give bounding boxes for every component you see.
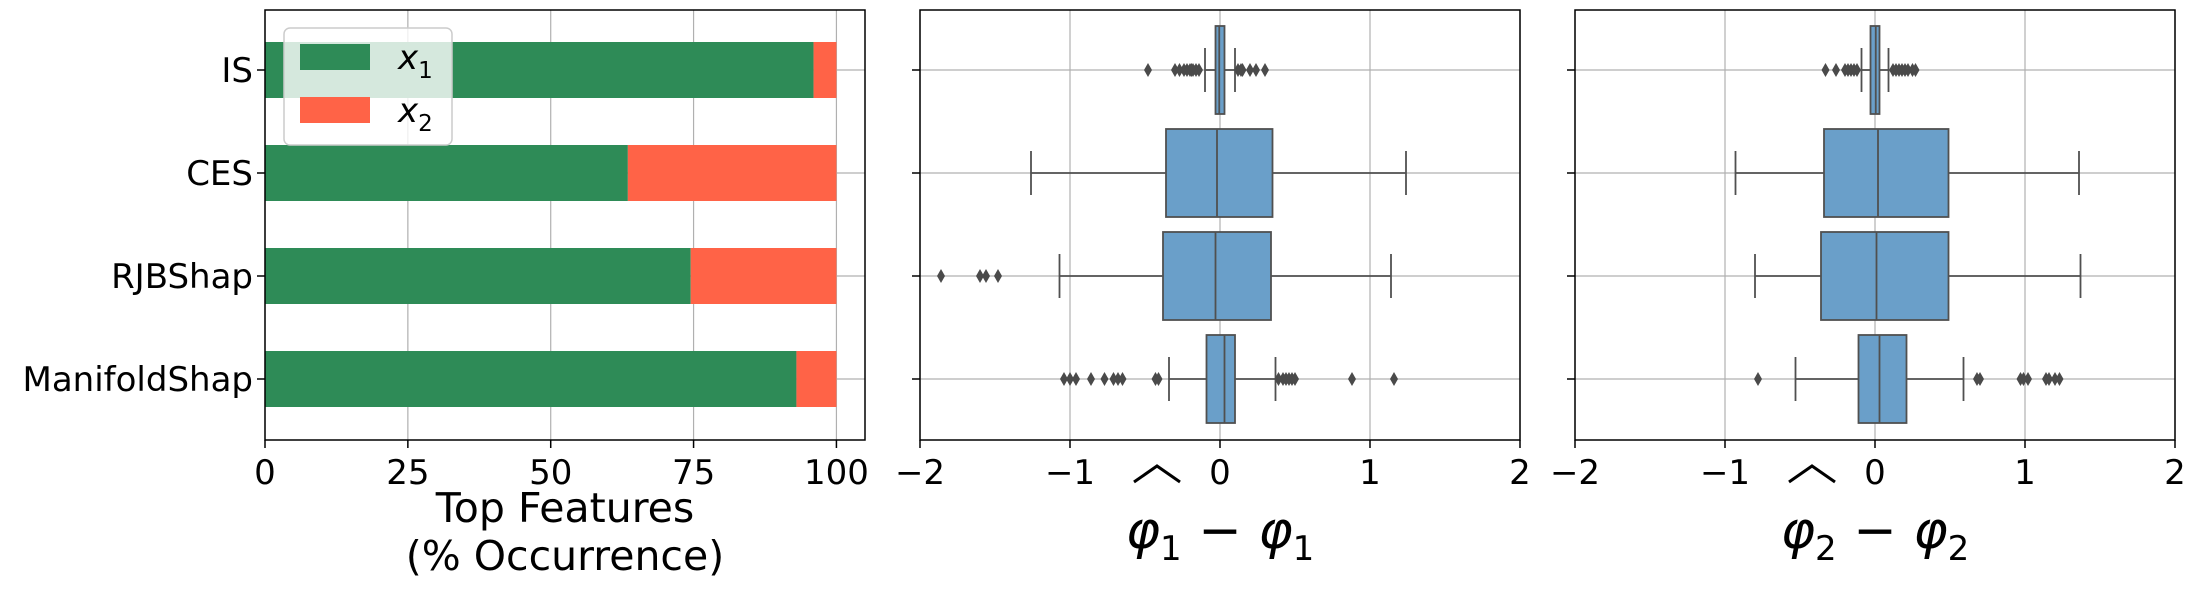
x-tick-label: 2 [2164, 453, 2186, 493]
outlier-manifoldshap [1109, 372, 1118, 386]
x-tick-label: 75 [672, 453, 715, 493]
y-tick-label-is: IS [221, 51, 253, 91]
bar-ces-x1 [265, 145, 628, 201]
y-tick-label-manifoldshap: ManifoldShap [22, 360, 253, 400]
x-tick-label: 100 [804, 453, 869, 493]
y-tick-label-rjbshap: RJBShap [111, 257, 253, 297]
phi2-x-ticks: −2 −1 0 1 2 [1550, 440, 2186, 493]
outlier-manifoldshap [1072, 372, 1080, 386]
outlier-is [1171, 63, 1179, 77]
x-tick-label: −2 [895, 453, 945, 493]
outlier-manifoldshap [1087, 372, 1095, 386]
bar-panel-bars [265, 42, 837, 407]
outlier-is [1246, 63, 1254, 77]
outlier-manifoldshap [2019, 372, 2028, 386]
box-manifoldshap [1205, 334, 1236, 424]
x-tick-label: 50 [529, 453, 572, 493]
x-tick-label: 0 [1864, 453, 1886, 493]
box-rjbshap [1162, 231, 1272, 321]
outlier-rjbshap [937, 269, 945, 283]
outlier-manifoldshap [1348, 372, 1356, 386]
x-tick-label: −1 [1045, 453, 1095, 493]
bar-manifoldshap-x1 [265, 351, 797, 407]
phi1-boxes [937, 25, 1407, 424]
outlier-rjbshap [994, 269, 1002, 283]
x-tick-label: −2 [1550, 453, 1600, 493]
outlier-manifoldshap [1154, 372, 1163, 386]
phi2-hat-accent [1788, 464, 1836, 484]
outlier-manifoldshap [1291, 372, 1299, 386]
outlier-manifoldshap [1976, 372, 1984, 386]
bar-rjbshap-x1 [265, 248, 691, 304]
x-tick-label: 0 [1209, 453, 1231, 493]
outlier-manifoldshap [2051, 372, 2059, 386]
phi1-x-ticks: −2 −1 0 1 2 [895, 440, 1531, 493]
legend-swatch-x1 [300, 44, 370, 70]
outlier-manifoldshap [1390, 372, 1398, 386]
legend-label-x2: x2 [397, 91, 433, 137]
box-panel-phi2: −2 −1 0 1 2 φ2 − φ2 [1550, 9, 2186, 569]
phi2-y-ticks [1567, 69, 1575, 380]
phi2-xlabel: φ2 − φ2 [1781, 501, 1970, 569]
bar-is-x2 [813, 42, 837, 98]
box-manifoldshap [1857, 334, 1908, 424]
x-tick-label: −1 [1700, 453, 1750, 493]
y-tick-label-ces: CES [186, 154, 253, 194]
outlier-manifoldshap [1118, 372, 1127, 386]
outlier-is [1261, 63, 1269, 77]
outlier-manifoldshap [2024, 372, 2032, 386]
outlier-is [1144, 63, 1152, 77]
phi1-hat-accent [1133, 464, 1181, 484]
bar-panel-xlabel-line2: (% Occurrence) [406, 532, 724, 580]
box-ces [1165, 128, 1274, 218]
outlier-rjbshap [982, 269, 990, 283]
bar-ces-x2 [627, 145, 837, 201]
x-tick-label: 0 [254, 453, 276, 493]
bar-rjbshap-x2 [690, 248, 837, 304]
x-tick-label: 1 [2014, 453, 2036, 493]
phi1-xlabel: φ1 − φ1 [1126, 501, 1315, 569]
box-rjbshap [1820, 231, 1950, 321]
outlier-manifoldshap [1114, 372, 1122, 386]
x-tick-label: 25 [386, 453, 429, 493]
outlier-is [1238, 63, 1247, 77]
outlier-manifoldshap [1100, 372, 1109, 386]
bar-panel: IS CES RJBShap ManifoldShap 0 25 50 75 100 Top … [22, 9, 869, 580]
legend-swatch-x2 [300, 97, 370, 123]
outlier-rjbshap [976, 269, 984, 283]
x-tick-label: 2 [1509, 453, 1531, 493]
outlier-is [1904, 63, 1912, 77]
legend: x1 x2 [283, 27, 453, 146]
box-ces [1823, 128, 1950, 218]
outlier-is [1821, 63, 1830, 77]
outlier-manifoldshap [2045, 372, 2053, 386]
outlier-manifoldshap [1274, 372, 1283, 386]
bar-panel-x-ticks: 0 25 50 75 100 [254, 440, 869, 493]
bar-manifoldshap-x2 [796, 351, 837, 407]
bar-panel-y-ticks: IS CES RJBShap ManifoldShap [22, 51, 265, 400]
legend-label-x1: x1 [397, 38, 433, 84]
x-tick-label: 1 [1359, 453, 1381, 493]
outlier-manifoldshap [2055, 372, 2064, 386]
box-panel-phi1: −2 −1 0 1 2 φ1 − φ1 [895, 9, 1531, 569]
outlier-manifoldshap [1754, 372, 1762, 386]
outlier-is [1832, 63, 1840, 77]
outlier-is [1853, 63, 1861, 77]
outlier-manifoldshap [1066, 372, 1074, 386]
outlier-is [1252, 63, 1260, 77]
outlier-is [1911, 63, 1920, 77]
outlier-is [1175, 63, 1184, 77]
phi1-y-ticks [912, 69, 920, 380]
phi2-boxes [1734, 25, 2082, 424]
bar-panel-frame [264, 9, 866, 441]
bar-panel-xlabel-line1: Top Features [435, 484, 695, 532]
outlier-is [1195, 63, 1203, 77]
outlier-manifoldshap [1060, 372, 1068, 386]
